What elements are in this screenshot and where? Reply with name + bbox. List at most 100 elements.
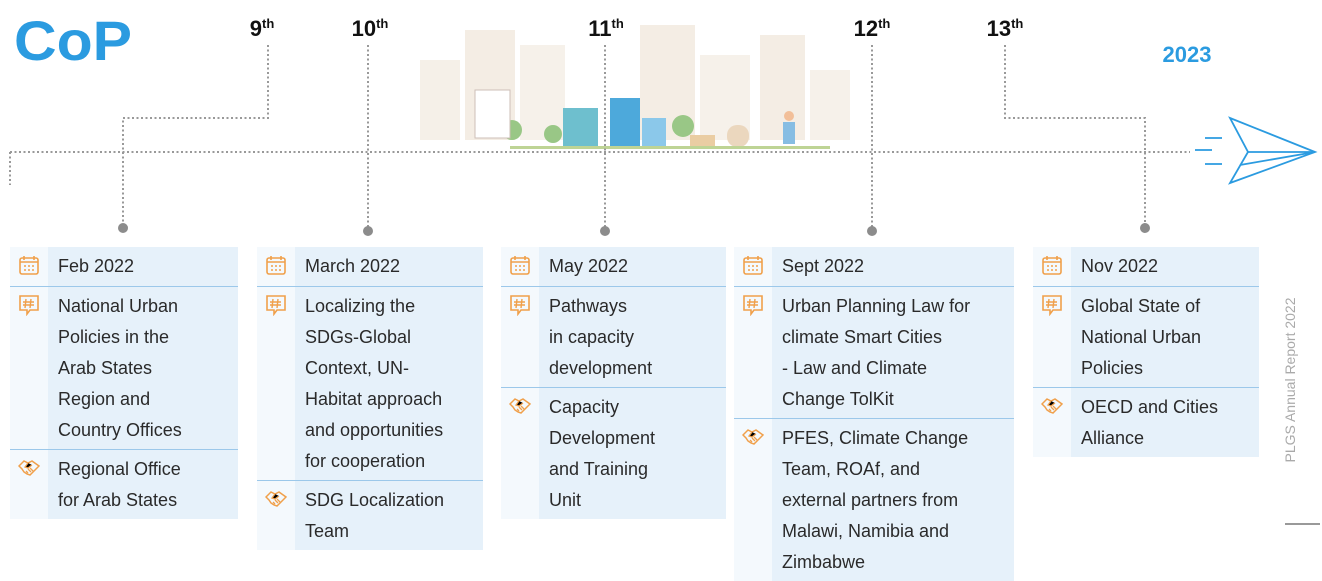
- topic-line: Urban Planning Law for: [782, 296, 971, 316]
- connectors: [9, 45, 1190, 230]
- topic-row: Urban Planning Law for climate Smart Citi…: [734, 287, 1014, 419]
- session-number: 13: [987, 16, 1011, 41]
- partner-row: SDG Localization Team: [257, 481, 483, 550]
- icon-cell: [734, 247, 772, 286]
- topic-text: Urban Planning Law for climate Smart Citi…: [772, 287, 1014, 418]
- topic-line: for cooperation: [305, 451, 426, 471]
- partner-icon: [265, 491, 287, 507]
- calendar-text: Sept 2022: [772, 247, 1014, 286]
- calendar-row: May 2022: [501, 247, 726, 287]
- partner-line: SDG Localization: [305, 490, 445, 510]
- topic-icon: [19, 295, 39, 316]
- topic-line: climate Smart Cities: [782, 327, 943, 347]
- session-label: 9th: [250, 16, 275, 41]
- calendar-text: Nov 2022: [1071, 247, 1259, 286]
- topic-line: Habitat approach: [305, 389, 443, 409]
- session-suffix: th: [878, 16, 890, 31]
- event-card: Nov 2022 Global State of National Urban Pol…: [1033, 247, 1259, 457]
- calendar-icon: [1042, 256, 1062, 275]
- topic-line: Localizing the: [305, 296, 416, 316]
- date-text: Nov 2022: [1081, 256, 1159, 276]
- calendar-icon: [266, 256, 286, 275]
- topic-line: - Law and Climate: [782, 358, 928, 378]
- partner-icon: [509, 398, 531, 414]
- session-number: 11: [588, 16, 611, 41]
- topic-line: and opportunities: [305, 420, 444, 440]
- session-label: 12th: [854, 16, 891, 41]
- icon-cell: [1033, 388, 1071, 457]
- session-suffix: th: [262, 16, 274, 31]
- partner-line: Team: [305, 521, 350, 541]
- partner-row: PFES, Climate Change Team, ROAf, and exter…: [734, 419, 1014, 581]
- session-label: 11th: [588, 16, 624, 41]
- session-suffix: th: [376, 16, 388, 31]
- partner-line: Team, ROAf, and: [782, 459, 921, 479]
- topic-line: Change TolKit: [782, 389, 894, 409]
- calendar-text: Feb 2022: [48, 247, 238, 286]
- topic-icon: [510, 295, 530, 316]
- partner-line: Malawi, Namibia and: [782, 521, 950, 541]
- calendar-row: Feb 2022: [10, 247, 238, 287]
- partner-line: Unit: [549, 490, 582, 510]
- topic-icon: [1042, 295, 1062, 316]
- partner-text: Regional Office for Arab States: [48, 450, 238, 519]
- topic-line: Policies in the: [58, 327, 170, 347]
- partner-line: PFES, Climate Change: [782, 428, 969, 448]
- logo-text: CoP: [14, 9, 132, 72]
- partner-line: for Arab States: [58, 490, 178, 510]
- calendar-row: Nov 2022: [1033, 247, 1259, 287]
- partner-row: Capacity Development and Training Unit: [501, 388, 726, 519]
- event-card: March 2022 Localizing the SDGs-Global Conte…: [257, 247, 483, 550]
- partner-line: external partners from: [782, 490, 959, 510]
- icon-cell: [10, 450, 48, 519]
- timeline-graphic: CoP 9th 10th 11th 12th 13th 2023: [9, 9, 1318, 236]
- partner-icon: [742, 429, 764, 445]
- session-label: 10th: [352, 16, 389, 41]
- topic-line: Pathways: [549, 296, 628, 316]
- partner-text: Capacity Development and Training Unit: [539, 388, 726, 519]
- calendar-icon: [19, 256, 39, 275]
- session-number: 9: [250, 16, 262, 41]
- session-suffix: th: [1011, 16, 1023, 31]
- icon-cell: [10, 247, 48, 286]
- icon-cell: [734, 419, 772, 581]
- cop-logo: CoP: [14, 9, 132, 72]
- topic-line: Region and: [58, 389, 151, 409]
- calendar-text: May 2022: [539, 247, 726, 286]
- calendar-row: Sept 2022: [734, 247, 1014, 287]
- page: CoP 9th 10th 11th 12th 13th 2023 Feb 2022 Nat…: [9, 9, 1320, 581]
- topic-row: Global State of National Urban Policies: [1033, 287, 1259, 388]
- date-text: Feb 2022: [58, 256, 135, 276]
- topic-text: Pathways in capacity development: [539, 287, 726, 387]
- date-text: May 2022: [549, 256, 629, 276]
- session-number: 10: [352, 16, 376, 41]
- partner-text: PFES, Climate Change Team, ROAf, and exter…: [772, 419, 1014, 581]
- partner-line: OECD and Cities: [1081, 397, 1219, 417]
- footer-rule: [1285, 523, 1320, 525]
- year-label: 2023: [1163, 42, 1212, 67]
- event-card: Feb 2022 National Urban Policies in the Ara…: [10, 247, 238, 519]
- partner-line: Capacity: [549, 397, 620, 417]
- calendar-text: March 2022: [295, 247, 483, 286]
- icon-cell: [501, 388, 539, 519]
- calendar-icon: [743, 256, 763, 275]
- topic-row: Localizing the SDGs-Global Context, UN- Hab…: [257, 287, 483, 481]
- city-illustration: [420, 25, 850, 149]
- partner-icon: [1041, 398, 1063, 414]
- topic-line: Arab States: [58, 358, 153, 378]
- partner-line: Zimbabwe: [782, 552, 866, 572]
- topic-line: Global State of: [1081, 296, 1201, 316]
- partner-line: Regional Office: [58, 459, 181, 479]
- topic-line: National Urban: [58, 296, 179, 316]
- calendar-row: March 2022: [257, 247, 483, 287]
- calendar-icon: [510, 256, 530, 275]
- connector-dots: [118, 223, 1150, 236]
- partner-line: Alliance: [1081, 428, 1145, 448]
- topic-row: Pathways in capacity development: [501, 287, 726, 388]
- icon-cell: [257, 287, 295, 480]
- topic-text: National Urban Policies in the Arab States…: [48, 287, 238, 449]
- partner-line: and Training: [549, 459, 649, 479]
- date-text: Sept 2022: [782, 256, 865, 276]
- icon-cell: [1033, 287, 1071, 387]
- topic-icon: [743, 295, 763, 316]
